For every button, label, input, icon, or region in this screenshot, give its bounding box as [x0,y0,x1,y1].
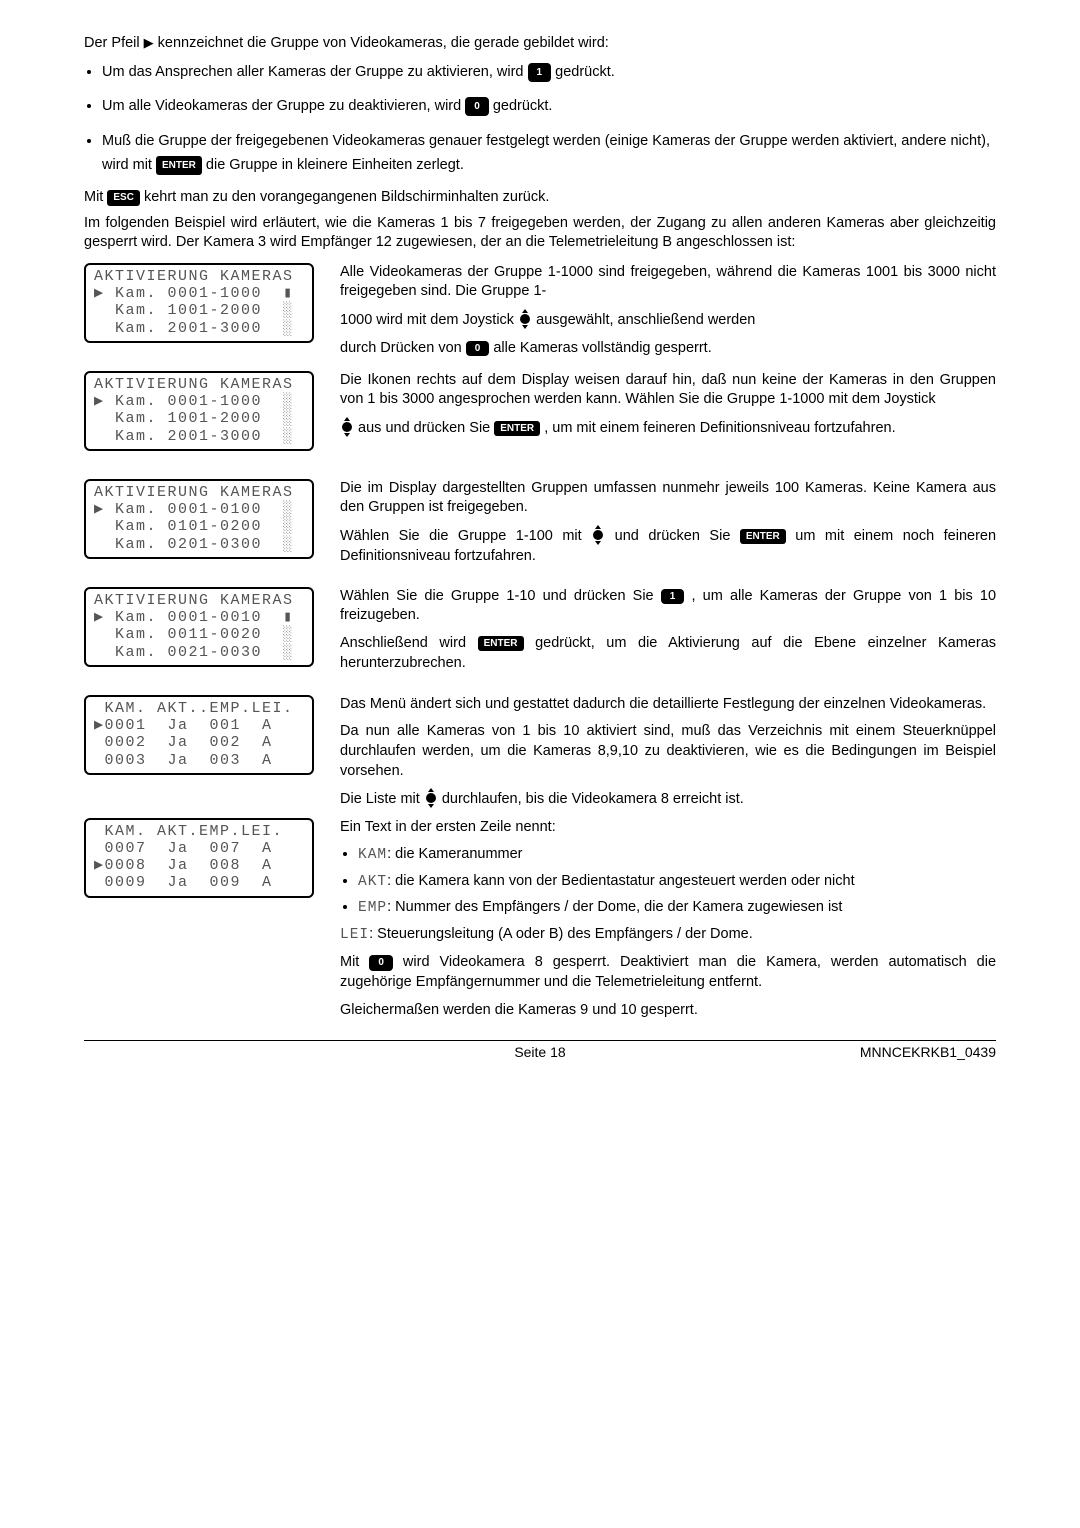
text: Alle Videokameras der Gruppe 1-1000 sind… [340,263,996,302]
text: 1000 wird mit dem Joystick ausgewählt, a… [340,310,996,331]
key-1-icon: 1 [528,63,552,82]
lcd-display-1: AKTIVIERUNG KAMERAS ▶ Kam. 0001-1000 ▮ K… [84,263,314,343]
list-item: Um das Ansprechen aller Kameras der Grup… [102,60,996,85]
text: kennzeichnet die Gruppe von Videokameras… [158,35,609,51]
lcd-display-2: AKTIVIERUNG KAMERAS ▶ Kam. 0001-1000 ░ K… [84,371,314,451]
explanation-6: Ein Text in der ersten Zeile nennt: KAM:… [340,818,996,1029]
text: gedrückt. [493,98,553,114]
text: Wählen Sie die Gruppe 1-10 und drücken S… [340,587,996,626]
example-intro: Im folgenden Beispiel wird erläutert, wi… [84,214,996,253]
joystick-icon [340,418,354,436]
field-legend-list: KAM: die Kameranummer AKT: die Kamera ka… [340,845,996,919]
joystick-icon [591,526,605,544]
text: durch Drücken von 0 alle Kameras vollstä… [340,339,996,359]
key-0-icon: 0 [466,341,490,357]
doc-id: MNNCEKRKB1_0439 [692,1043,996,1062]
text: gedrückt. [555,64,615,80]
key-enter-icon: ENTER [494,421,540,437]
text: aus und drücken Sie ENTER , um mit einem… [340,418,996,439]
text: Gleichermaßen werden die Kameras 9 und 1… [340,1001,996,1021]
intro-line: Der Pfeil ▶ kennzeichnet die Gruppe von … [84,34,996,54]
text: Das Menü ändert sich und gestattet dadur… [340,695,996,715]
key-0-icon: 0 [369,955,393,971]
key-enter-icon: ENTER [156,156,202,175]
key-enter-icon: ENTER [740,529,786,545]
text: Ein Text in der ersten Zeile nennt: [340,818,996,838]
text: Die im Display dargestellten Gruppen umf… [340,479,996,518]
text: Die Liste mit durchlaufen, bis die Video… [340,789,996,810]
explanation-2: Die Ikonen rechts auf dem Display weisen… [340,371,996,447]
page-number: Seite 18 [388,1043,692,1062]
text: Da nun alle Kameras von 1 bis 10 aktivie… [340,722,996,781]
text: kehrt man zu den vorangegangenen Bildsch… [144,189,549,205]
text: Mit [84,189,107,205]
lcd-display-6: KAM. AKT.EMP.LEI. 0007 Ja 007 A ▶0008 Ja… [84,818,314,898]
text: LEI: Steuerungsleitung (A oder B) des Em… [340,925,996,946]
list-item: KAM: die Kameranummer [358,845,996,866]
page-footer: Seite 18 MNNCEKRKB1_0439 [84,1040,996,1062]
list-item: Muß die Gruppe der freigegebenen Videoka… [102,129,996,178]
explanation-4: Wählen Sie die Gruppe 1-10 und drücken S… [340,587,996,681]
list-item: EMP: Nummer des Empfängers / der Dome, d… [358,898,996,919]
intro-bullet-list: Um das Ansprechen aller Kameras der Grup… [84,60,996,179]
text: Um alle Videokameras der Gruppe zu deakt… [102,98,465,114]
pointer-icon: ▶ [144,35,154,50]
text: Anschließend wird ENTER gedrückt, um die… [340,634,996,673]
text: Wählen Sie die Gruppe 1-100 mit und drüc… [340,526,996,566]
list-item: AKT: die Kamera kann von der Bedientasta… [358,872,996,893]
key-0-icon: 0 [465,97,489,116]
explanation-5: Das Menü ändert sich und gestattet dadur… [340,695,996,818]
lcd-display-3: AKTIVIERUNG KAMERAS ▶ Kam. 0001-0100 ░ K… [84,479,314,559]
text: Der Pfeil [84,35,144,51]
key-1-icon: 1 [661,589,685,605]
text: die Gruppe in kleinere Einheiten zerlegt… [206,157,464,173]
text: Die Ikonen rechts auf dem Display weisen… [340,371,996,410]
joystick-icon [518,310,532,328]
text: Mit 0 wird Videokamera 8 gesperrt. Deakt… [340,953,996,992]
key-enter-icon: ENTER [478,636,524,652]
joystick-icon [424,789,438,807]
esc-line: Mit ESC kehrt man zu den vorangegangenen… [84,188,996,208]
key-esc-icon: ESC [107,190,140,206]
lcd-display-4: AKTIVIERUNG KAMERAS ▶ Kam. 0001-0010 ▮ K… [84,587,314,667]
explanation-3: Die im Display dargestellten Gruppen umf… [340,479,996,574]
explanation-1: Alle Videokameras der Gruppe 1-1000 sind… [340,263,996,366]
lcd-display-5: KAM. AKT..EMP.LEI. ▶0001 Ja 001 A 0002 J… [84,695,314,775]
text: Um das Ansprechen aller Kameras der Grup… [102,64,528,80]
list-item: Um alle Videokameras der Gruppe zu deakt… [102,94,996,119]
